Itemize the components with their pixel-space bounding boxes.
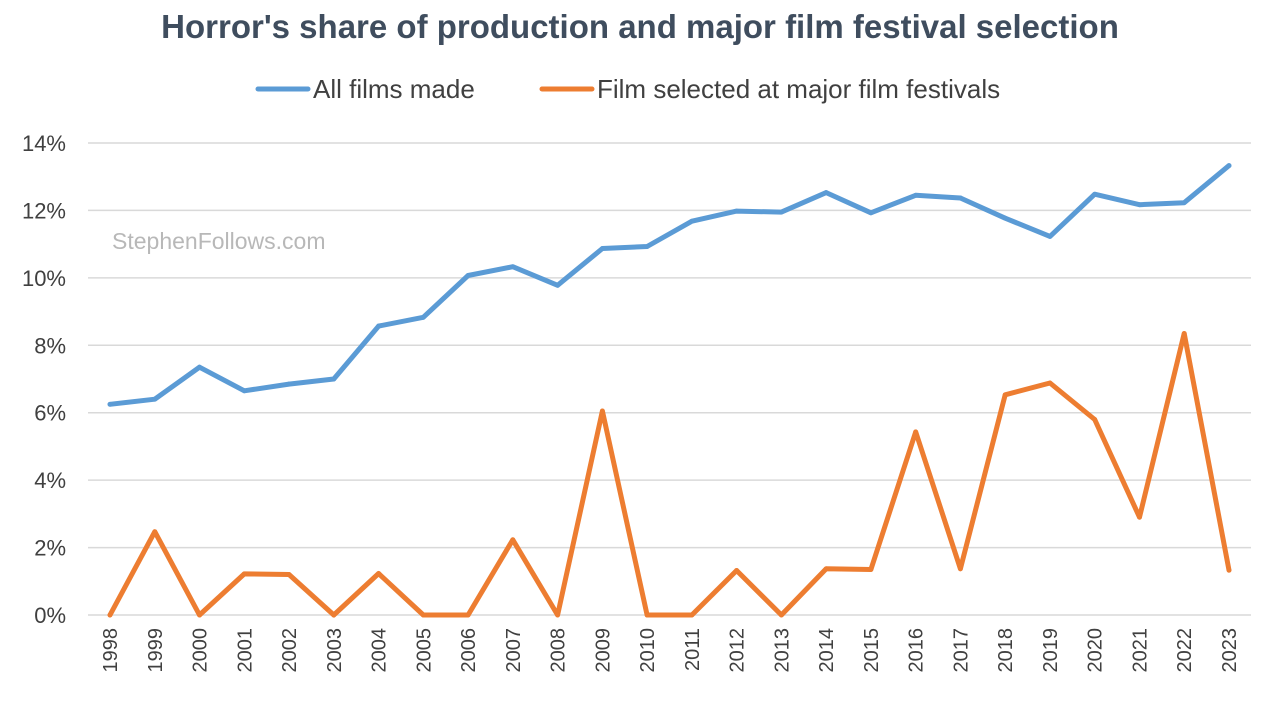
y-tick-label: 6% [34,401,66,426]
data-point-1 [331,612,337,618]
data-point-1 [868,567,874,572]
x-tick-label: 2000 [190,628,212,673]
data-point-1 [599,408,605,414]
y-tick-label: 0% [34,603,66,628]
data-point-0 [1226,163,1232,168]
data-point-1 [286,572,292,577]
data-point-1 [555,612,560,618]
x-tick-label: 2018 [995,628,1017,673]
data-point-0 [1137,202,1142,208]
data-point-0 [465,273,471,278]
data-point-0 [779,209,784,215]
data-point-1 [376,571,381,576]
x-tick-label: 2019 [1040,628,1062,673]
data-point-1 [1002,392,1008,398]
data-point-0 [1002,215,1008,221]
data-point-0 [823,190,829,195]
y-axis-ticks: 0% 2% 4% 6% 8% 10% 12% 14% [22,131,66,628]
x-tick-label: 2002 [279,628,301,673]
data-point-0 [913,192,919,198]
data-point-0 [1181,200,1187,206]
data-point-1 [823,566,829,572]
data-point-1 [107,612,113,618]
x-tick-label: 2011 [682,628,704,671]
x-tick-label: 2006 [458,628,480,673]
data-point-1 [779,612,784,618]
series-line-1 [107,331,1232,618]
legend-label-all-films: All films made [313,74,475,104]
data-point-0 [107,401,113,407]
x-tick-label: 2023 [1219,628,1241,673]
data-point-0 [420,314,426,320]
data-point-0 [1092,191,1098,197]
data-point-0 [689,218,695,224]
data-point-0 [555,282,560,288]
data-point-1 [152,529,158,535]
x-tick-label: 2010 [637,628,659,673]
legend-label-festival-films: Film selected at major film festivals [597,74,1000,104]
legend: All films made Film selected at major fi… [255,74,1000,104]
data-point-1 [465,612,471,618]
data-point-0 [152,396,158,402]
data-point-0 [1047,233,1053,239]
x-tick-label: 2013 [771,628,793,673]
data-point-1 [734,568,740,573]
x-tick-label: 2001 [234,628,256,673]
x-tick-label: 2007 [503,628,525,673]
x-tick-label: 2017 [950,628,972,673]
data-point-0 [376,323,381,329]
x-tick-label: 2012 [727,628,749,673]
data-point-0 [286,381,292,387]
data-point-1 [1181,331,1187,336]
x-tick-label: 2015 [861,628,883,673]
series-lines [107,163,1232,618]
data-point-1 [510,537,516,543]
data-point-1 [689,612,695,618]
x-tick-label: 1999 [145,628,167,673]
data-point-1 [1137,514,1142,520]
x-axis-ticks: 1998 1999 2000 2001 2002 2003 2004 2005 2006 2007… [100,628,1241,673]
x-tick-label: 2016 [906,628,928,673]
data-point-0 [958,195,963,201]
x-tick-label: 1998 [100,628,122,673]
data-point-0 [331,376,337,382]
x-tick-label: 2009 [592,628,614,673]
data-point-1 [644,612,650,618]
x-tick-label: 2021 [1129,628,1151,673]
data-point-0 [510,264,516,270]
data-point-0 [197,364,202,370]
data-point-1 [958,566,963,572]
x-tick-label: 2003 [324,628,346,673]
gridlines [88,142,1251,616]
data-point-0 [599,246,605,251]
data-point-1 [241,571,247,577]
x-tick-label: 2014 [816,628,838,673]
x-tick-label: 2008 [548,628,570,673]
y-tick-label: 4% [34,468,66,493]
data-point-1 [1226,567,1232,573]
y-tick-label: 14% [22,131,66,156]
y-tick-label: 10% [22,266,66,291]
y-tick-label: 2% [34,536,66,561]
x-tick-label: 2005 [413,628,435,673]
data-point-0 [868,210,874,216]
x-tick-label: 2022 [1174,628,1196,673]
data-point-1 [1047,380,1053,386]
series-line-0 [107,163,1232,407]
data-point-1 [420,612,426,618]
chart-title: Horror's share of production and major f… [161,8,1119,45]
watermark: StephenFollows.com [112,228,326,254]
data-point-0 [644,244,650,249]
y-tick-label: 12% [22,198,66,223]
data-point-0 [241,388,247,394]
data-point-0 [734,208,740,214]
y-tick-label: 8% [34,333,66,358]
data-point-1 [197,612,202,618]
x-tick-label: 2020 [1085,628,1107,673]
data-point-1 [913,429,919,435]
data-point-1 [1092,417,1098,422]
x-tick-label: 2004 [369,628,391,673]
